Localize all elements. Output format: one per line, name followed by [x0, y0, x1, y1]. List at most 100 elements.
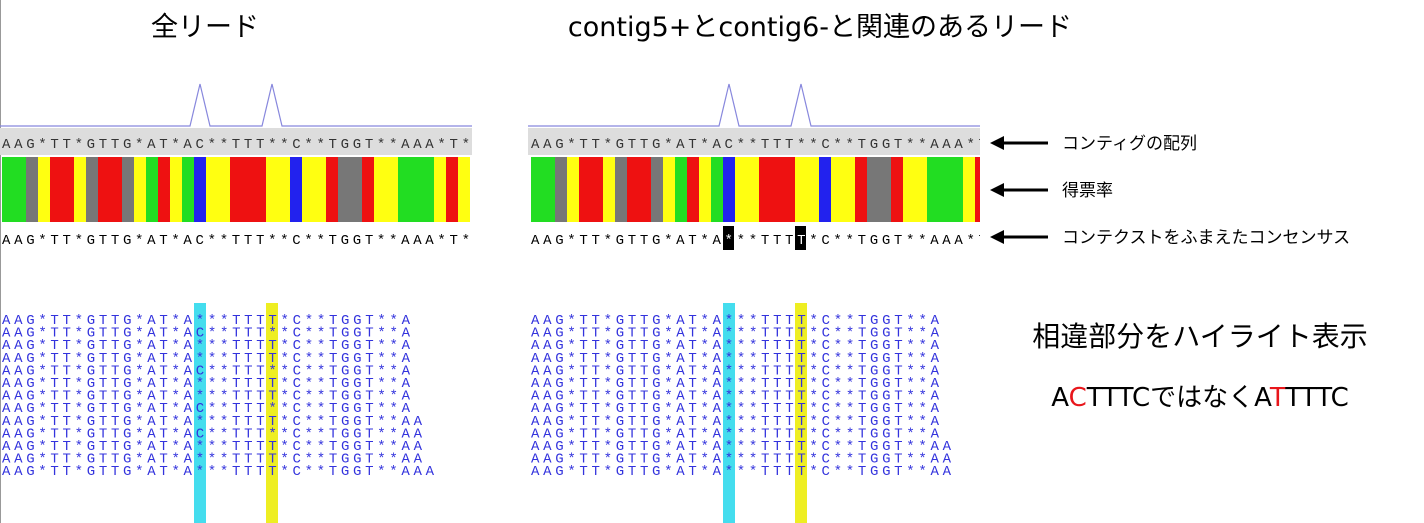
vote-bar	[242, 157, 254, 222]
vote-bar	[362, 157, 374, 222]
annotation-label: コンテクストをふまえたコンセンサス	[1062, 228, 1350, 248]
vote-bar	[567, 157, 579, 222]
vote-bar	[38, 157, 50, 222]
vote-bar	[555, 157, 567, 222]
read-sequence: AAG*TT*GTTG*AT*A***TTTT*C**TGGT**AA	[531, 439, 952, 455]
vote-bar	[651, 157, 663, 222]
vote-bar	[254, 157, 266, 222]
vote-bar	[891, 157, 903, 222]
vote-bar	[314, 157, 326, 222]
vote-bar	[74, 157, 86, 222]
read-sequence: AAG*TT*GTTG*AT*A***TTTT*C**TGGT**AA	[2, 439, 423, 455]
arrow-head	[990, 136, 1004, 150]
column-highlight	[266, 303, 278, 523]
note-title: 相違部分をハイライト表示	[1032, 320, 1367, 353]
vote-bar	[350, 157, 362, 222]
arrow-head	[990, 230, 1004, 244]
vote-bar	[723, 157, 735, 222]
vote-bar	[663, 157, 675, 222]
vote-bar	[434, 157, 446, 222]
vote-bar	[278, 157, 290, 222]
read-sequence: AAG*TT*GTTG*AT*A***TTTT*C**TGGT**AAA	[2, 464, 435, 480]
vote-bar	[266, 157, 278, 222]
vote-bar	[795, 157, 807, 222]
vote-bar	[110, 157, 122, 222]
vote-bar	[2, 157, 14, 222]
note-segment: A	[1254, 383, 1272, 413]
note-segment: TTTCではなく	[1086, 383, 1254, 413]
vote-bar	[807, 157, 819, 222]
vote-bar	[194, 157, 206, 222]
vote-bar	[158, 157, 170, 222]
vote-bar	[975, 157, 980, 222]
vote-bar	[639, 157, 651, 222]
vote-bar	[410, 157, 422, 222]
vote-bar	[98, 157, 110, 222]
vote-bar	[422, 157, 434, 222]
vote-bar	[963, 157, 975, 222]
vote-bar	[615, 157, 627, 222]
contig-band	[0, 128, 472, 155]
vote-bar	[771, 157, 783, 222]
vote-bar	[446, 157, 458, 222]
vote-bar	[182, 157, 194, 222]
vote-bar	[627, 157, 639, 222]
read-sequence: AAG*TT*GTTG*AT*AC**TTT**C**TGGT**AA	[2, 426, 423, 442]
vote-bar	[374, 157, 386, 222]
vote-bar	[711, 157, 723, 222]
vote-bar	[759, 157, 771, 222]
read-sequence: AAG*TT*GTTG*AT*A***TTTT*C**TGGT**AA	[531, 464, 952, 480]
vote-bar	[458, 157, 470, 222]
vote-bar	[302, 157, 314, 222]
vote-bar	[14, 157, 26, 222]
vote-bar	[26, 157, 38, 222]
vote-bar	[951, 157, 963, 222]
vote-bar	[170, 157, 182, 222]
vote-bar	[939, 157, 951, 222]
annotation-label: コンティグの配列	[1062, 134, 1197, 154]
vote-bar	[831, 157, 843, 222]
vote-bar	[134, 157, 146, 222]
vote-bar	[122, 157, 134, 222]
vote-bar	[50, 157, 62, 222]
vote-bar	[783, 157, 795, 222]
note-segment: T	[1269, 383, 1286, 413]
consensus-highlight	[795, 226, 806, 250]
vote-bar	[86, 157, 98, 222]
contig-band	[528, 128, 980, 155]
read-sequence: AAG*TT*GTTG*AT*A***TTTT*C**TGGT**AA	[2, 414, 423, 430]
vote-bar	[855, 157, 867, 222]
vote-bar	[747, 157, 759, 222]
vote-bar	[879, 157, 891, 222]
note-comparison: ACTTTCではなくATTTTC	[1051, 383, 1348, 413]
vote-bar	[819, 157, 831, 222]
panel-title: 全リード	[151, 12, 259, 43]
consensus-sequence: A A G * T T * G T T G * A T * A * * * T T T T * C * * T G G T * * A A A * T	[531, 233, 987, 249]
vote-bar	[903, 157, 915, 222]
vote-bar	[591, 157, 603, 222]
vote-bar	[915, 157, 927, 222]
contig-sequence: AAG*TT*GTTG*AT*AC**TTT**C**TGGT**AAA*T*	[2, 137, 470, 153]
vote-bar	[290, 157, 302, 222]
consensus-highlight	[723, 226, 734, 250]
vote-bar	[206, 157, 218, 222]
vote-bar	[386, 157, 398, 222]
vote-bar	[927, 157, 939, 222]
annotation-label: 得票率	[1062, 181, 1113, 201]
vote-bar	[735, 157, 747, 222]
vote-bar	[603, 157, 615, 222]
alignment-view: AAG*TT*GTTG*AT*AC**TTT**C**TGGT**AAA*T* A…	[0, 83, 472, 523]
vote-bar	[218, 157, 230, 222]
panel-title: contig5+とcontig6-と関連のあるリード	[568, 12, 1072, 43]
read-sequence: AAG*TT*GTTG*AT*A***TTTT*C**TGGT**AA	[531, 452, 952, 468]
column-highlight	[795, 303, 807, 523]
vote-bar	[843, 157, 855, 222]
arrow-head	[990, 183, 1004, 197]
read-sequence: AAG*TT*GTTG*AT*A***TTTT*C**TGGT**AA	[2, 452, 423, 468]
vote-bar	[338, 157, 350, 222]
vote-bar	[230, 157, 242, 222]
vote-bar	[699, 157, 711, 222]
consensus-sequence: A A G * T T * G T T G * A T * A C * * T T T * * C * * T G G T * * A A A * T *	[2, 233, 470, 249]
